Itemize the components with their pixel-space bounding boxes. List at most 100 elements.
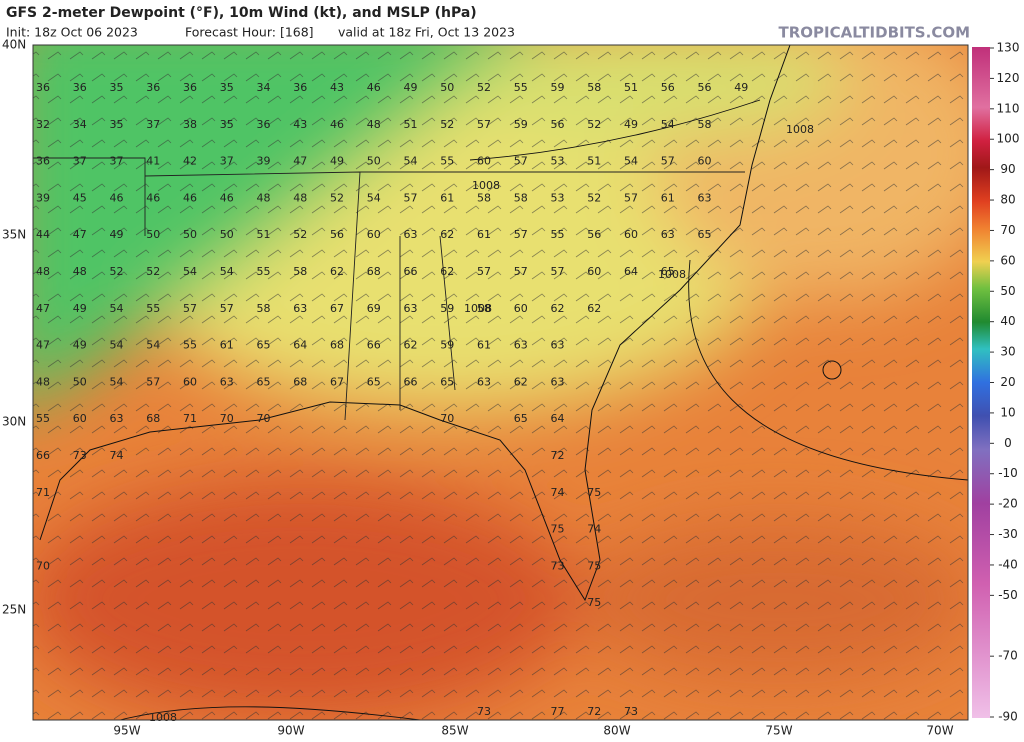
dewpoint-value: 56: [330, 228, 344, 241]
dewpoint-value: 66: [404, 265, 418, 278]
dewpoint-value: 47: [293, 155, 307, 168]
dewpoint-value: 48: [73, 265, 87, 278]
dewpoint-value: 63: [698, 191, 712, 204]
colorbar-label: 30: [1000, 345, 1015, 359]
dewpoint-value: 37: [146, 118, 160, 131]
dewpoint-value: 63: [220, 375, 234, 388]
dewpoint-value: 49: [734, 81, 748, 94]
dewpoint-value: 49: [73, 339, 87, 352]
dewpoint-value: 58: [587, 81, 601, 94]
dewpoint-value: 61: [440, 191, 454, 204]
colorbar-label: 130: [997, 41, 1020, 55]
dewpoint-value: 57: [183, 302, 197, 315]
dewpoint-value: 57: [551, 265, 565, 278]
dewpoint-value: 57: [477, 118, 491, 131]
dewpoint-value: 68: [293, 375, 307, 388]
dewpoint-value: 74: [587, 523, 601, 536]
lat-label: 30N: [2, 415, 26, 429]
title: GFS 2-meter Dewpoint (°F), 10m Wind (kt)…: [6, 5, 477, 21]
dewpoint-value: 64: [293, 339, 307, 352]
dewpoint-value: 39: [257, 155, 271, 168]
dewpoint-value: 73: [551, 559, 565, 572]
dewpoint-value: 61: [477, 228, 491, 241]
dewpoint-value: 52: [477, 81, 491, 94]
dewpoint-value: 56: [661, 81, 675, 94]
dewpoint-value: 70: [220, 412, 234, 425]
dewpoint-value: 50: [73, 375, 87, 388]
dewpoint-value: 44: [36, 228, 50, 241]
dewpoint-value: 73: [624, 705, 638, 718]
dewpoint-value: 57: [477, 265, 491, 278]
dewpoint-value: 65: [257, 339, 271, 352]
dewpoint-value: 57: [624, 191, 638, 204]
dewpoint-value: 32: [36, 118, 50, 131]
dewpoint-value: 54: [661, 118, 675, 131]
dewpoint-value: 63: [477, 375, 491, 388]
dewpoint-value: 37: [220, 155, 234, 168]
dewpoint-value: 58: [698, 118, 712, 131]
dewpoint-value: 51: [624, 81, 638, 94]
dewpoint-value: 62: [404, 339, 418, 352]
dewpoint-value: 41: [146, 155, 160, 168]
map-field: [33, 45, 968, 720]
dewpoint-value: 58: [477, 302, 491, 315]
dewpoint-value: 65: [367, 375, 381, 388]
dewpoint-value: 49: [624, 118, 638, 131]
dewpoint-value: 63: [551, 375, 565, 388]
lon-label: 90W: [277, 724, 304, 738]
colorbar-label: -40: [998, 557, 1018, 571]
colorbar-label: 80: [1000, 193, 1015, 207]
subtitle-init: Init: 18z Oct 06 2023: [6, 25, 138, 40]
dewpoint-value: 55: [514, 81, 528, 94]
dewpoint-value: 60: [624, 228, 638, 241]
isobar-label: 1008: [658, 268, 686, 281]
dewpoint-value: 63: [404, 302, 418, 315]
dewpoint-value: 52: [293, 228, 307, 241]
dewpoint-value: 50: [146, 228, 160, 241]
dewpoint-value: 70: [257, 412, 271, 425]
dewpoint-value: 61: [220, 339, 234, 352]
isobar-label: 1008: [149, 711, 177, 724]
dewpoint-value: 46: [367, 81, 381, 94]
dewpoint-value: 51: [587, 155, 601, 168]
dewpoint-value: 63: [404, 228, 418, 241]
dewpoint-value: 58: [477, 191, 491, 204]
dewpoint-value: 75: [587, 486, 601, 499]
watermark: TROPICALTIDBITS.COM: [779, 24, 971, 42]
lon-label: 75W: [765, 724, 792, 738]
dewpoint-value: 60: [698, 155, 712, 168]
dewpoint-value: 60: [183, 375, 197, 388]
dewpoint-value: 43: [330, 81, 344, 94]
colorbar-label: -10: [998, 466, 1018, 480]
dewpoint-value: 60: [587, 265, 601, 278]
dewpoint-value: 38: [183, 118, 197, 131]
dewpoint-value: 54: [404, 155, 418, 168]
dewpoint-value: 54: [110, 339, 124, 352]
dewpoint-value: 50: [440, 81, 454, 94]
dewpoint-value: 77: [551, 705, 565, 718]
dewpoint-value: 68: [367, 265, 381, 278]
dewpoint-value: 57: [514, 265, 528, 278]
map-frame: [32, 44, 969, 721]
dewpoint-value: 53: [551, 191, 565, 204]
dewpoint-value: 63: [514, 339, 528, 352]
dewpoint-value: 36: [146, 81, 160, 94]
subtitle-hour: Forecast Hour: [168]: [185, 25, 314, 40]
dewpoint-value: 54: [146, 339, 160, 352]
dewpoint-value: 52: [587, 191, 601, 204]
lon-label: 95W: [113, 724, 140, 738]
dewpoint-value: 69: [367, 302, 381, 315]
dewpoint-value: 52: [146, 265, 160, 278]
dewpoint-value: 35: [220, 81, 234, 94]
dewpoint-value: 48: [293, 191, 307, 204]
dewpoint-value: 59: [440, 339, 454, 352]
colorbar-label: -30: [998, 527, 1018, 541]
dewpoint-value: 67: [330, 302, 344, 315]
dewpoint-value: 52: [440, 118, 454, 131]
dewpoint-value: 59: [440, 302, 454, 315]
dewpoint-value: 65: [698, 228, 712, 241]
dewpoint-value: 54: [110, 375, 124, 388]
colorbar-label: 70: [1000, 223, 1015, 237]
dewpoint-value: 54: [220, 265, 234, 278]
colorbar-label: 60: [1000, 253, 1015, 267]
